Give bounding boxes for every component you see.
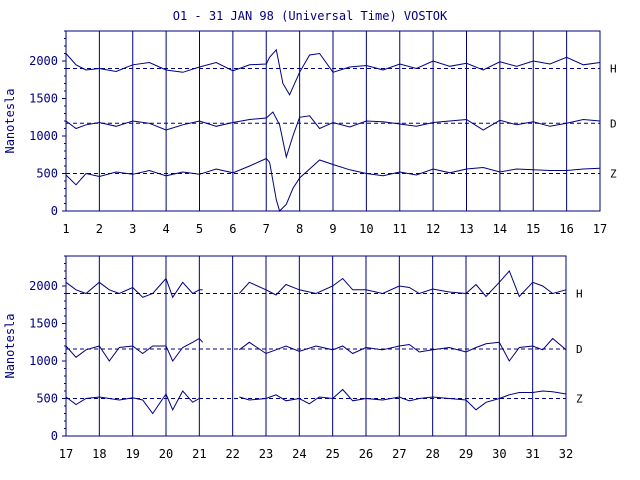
series-line-z — [239, 388, 567, 411]
x-tick-label: 17 — [593, 222, 607, 236]
x-tick-label: 20 — [159, 447, 173, 461]
x-tick-label: 9 — [329, 222, 336, 236]
x-tick-label: 10 — [359, 222, 373, 236]
x-tick-label: 11 — [393, 222, 407, 236]
x-tick-label: 3 — [129, 222, 136, 236]
top-panel: 1 2 3 4 5 6 7 8 9 10 11 12 13 14 15 16 17050010001500200… — [3, 30, 617, 236]
y-tick-label: 2000 — [29, 54, 58, 68]
series-label-h: H — [610, 63, 617, 76]
x-tick-label: 21 — [192, 447, 206, 461]
y-tick-label: 2000 — [29, 279, 58, 293]
series-label-z: Z — [610, 168, 617, 181]
bottom-panel: 17 18 19 20 21 22 23 24 25 26 27 28 29 30 31 32 0 500 1000… — [3, 255, 583, 461]
series-line-h — [238, 270, 567, 298]
y-tick-label: 500 — [36, 392, 58, 406]
x-tick-label: 5 — [196, 222, 203, 236]
y-axis-label: Nanotesla — [3, 88, 17, 153]
x-tick-label: 30 — [492, 447, 506, 461]
series-label-z: Z — [576, 393, 583, 406]
series-line-z — [65, 157, 601, 212]
series-line-d — [65, 337, 204, 362]
x-tick-label: 29 — [459, 447, 473, 461]
series-label-d: D — [610, 117, 617, 130]
x-tick-label: 28 — [425, 447, 439, 461]
x-tick-label: 13 — [459, 222, 473, 236]
x-tick-label: 22 — [225, 447, 239, 461]
x-tick-label: 8 — [296, 222, 303, 236]
x-tick-label: 2 — [96, 222, 103, 236]
x-tick-label: 19 — [125, 447, 139, 461]
y-tick-label: 1000 — [29, 354, 58, 368]
y-tick-label: 500 — [36, 167, 58, 181]
series-line-d — [239, 337, 567, 362]
series-line-h — [65, 48, 601, 96]
x-tick-label: 18 — [92, 447, 106, 461]
y-tick-label: 1500 — [29, 317, 58, 331]
x-tick-label: 16 — [559, 222, 573, 236]
x-tick-label: 14 — [493, 222, 507, 236]
series-label-d: D — [576, 343, 583, 356]
x-tick-label: 31 — [525, 447, 539, 461]
x-tick-label: 1 — [62, 222, 69, 236]
x-tick-label: 6 — [229, 222, 236, 236]
x-tick-label: 24 — [292, 447, 306, 461]
y-tick-label: 1000 — [29, 129, 58, 143]
y-tick-label: 0 — [51, 429, 58, 443]
x-tick-label: 26 — [359, 447, 373, 461]
series-line-z — [65, 390, 203, 415]
x-tick-label: 23 — [259, 447, 273, 461]
x-tick-label: 15 — [526, 222, 540, 236]
x-tick-label: 12 — [426, 222, 440, 236]
series-line-d — [65, 111, 601, 159]
figure-title: O1 - 31 JAN 98 (Universal Time) VOSTOK — [173, 9, 448, 23]
series-line-h — [65, 277, 203, 299]
x-tick-label: 7 — [263, 222, 270, 236]
y-tick-label: 1500 — [29, 92, 58, 106]
y-axis-label: Nanotesla — [3, 313, 17, 378]
x-tick-label: 25 — [325, 447, 339, 461]
x-tick-label: 32 — [559, 447, 573, 461]
x-tick-label: 27 — [392, 447, 406, 461]
y-tick-label: 0 — [51, 204, 58, 218]
series-label-h: H — [576, 288, 583, 301]
x-tick-label: 4 — [163, 222, 170, 236]
x-tick-label: 17 — [59, 447, 73, 461]
